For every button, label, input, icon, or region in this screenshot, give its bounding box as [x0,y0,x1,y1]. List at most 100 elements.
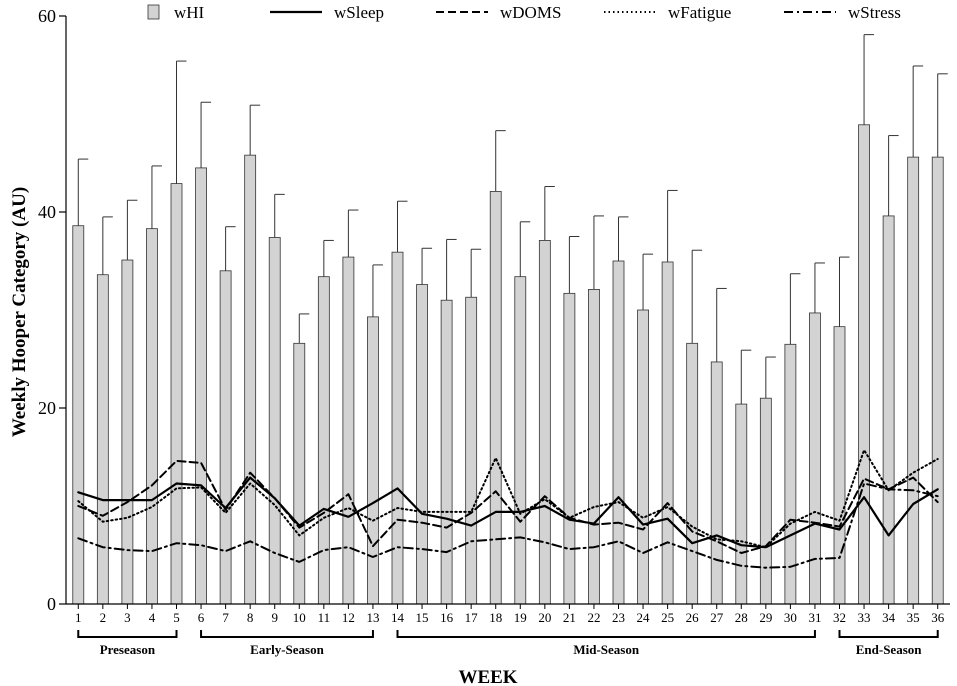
legend-label-wFatigue: wFatigue [668,3,731,22]
x-tick-label-35: 35 [907,610,920,625]
phase-bracket-Preseason [77,630,178,638]
bar-week-33 [858,124,870,605]
x-tick-label-24: 24 [637,610,651,625]
x-tick-label-33: 33 [858,610,871,625]
x-tick-label-3: 3 [124,610,131,625]
x-tick-label-29: 29 [759,610,772,625]
x-tick-label-32: 32 [833,610,846,625]
bar-week-12 [342,256,355,605]
x-axis-title: WEEK [458,667,517,686]
legend-label-wHI: wHI [174,3,205,22]
x-tick-label-21: 21 [563,610,576,625]
bar-week-35 [907,156,920,605]
x-tick-label-15: 15 [416,610,429,625]
x-tick-label-23: 23 [612,610,625,625]
y-tick-label-40: 40 [38,202,56,222]
phase-label-End-Season: End-Season [856,642,923,657]
x-tick-label-26: 26 [686,610,700,625]
bar-week-6 [195,167,207,605]
legend-label-wStress: wStress [848,3,901,22]
x-tick-label-25: 25 [661,610,674,625]
y-tick-label-60: 60 [38,6,56,26]
x-tick-label-11: 11 [318,610,331,625]
bar-week-24 [637,309,649,605]
x-tick-label-13: 13 [366,610,379,625]
x-tick-label-7: 7 [222,610,229,625]
bar-week-9 [268,237,281,605]
bar-week-27 [710,361,723,605]
y-axis-title: Weekly Hooper Category (AU) [9,187,30,437]
bar-week-20 [538,240,551,605]
x-tick-label-36: 36 [931,610,945,625]
x-tick-label-8: 8 [247,610,254,625]
x-tick-label-16: 16 [440,610,454,625]
bar-week-21 [563,292,576,605]
lines-layer [77,449,939,569]
bar-week-1 [72,225,85,605]
bar-week-25 [661,261,674,605]
x-tick-label-20: 20 [538,610,551,625]
y-tick-label-20: 20 [38,398,56,418]
legend-swatch-wHI [147,4,160,20]
x-tick-label-22: 22 [587,610,600,625]
x-tick-label-31: 31 [808,610,821,625]
x-tick-label-9: 9 [271,610,278,625]
legend-label-wSleep: wSleep [334,3,384,22]
bar-week-13 [367,316,379,605]
phase-label-Preseason: Preseason [100,642,156,657]
x-tick-label-10: 10 [293,610,306,625]
bar-week-32 [833,326,846,605]
bar-week-8 [244,154,257,605]
bar-week-23 [612,260,625,605]
bar-week-4 [146,228,158,605]
bar-week-29 [759,397,772,605]
bar-week-36 [931,156,944,605]
bar-week-19 [514,276,527,605]
x-tick-label-1: 1 [75,610,82,625]
x-tick-label-6: 6 [198,610,205,625]
bar-week-5 [170,183,183,605]
bar-week-17 [465,296,478,605]
x-tick-label-19: 19 [514,610,527,625]
bar-week-16 [440,299,453,605]
series-line-wDOMS [77,459,939,554]
phase-bracket-Mid-Season [396,630,816,638]
legend-label-wDOMS: wDOMS [500,3,561,22]
y-tick-label-0: 0 [47,594,56,614]
x-tick-label-34: 34 [882,610,896,625]
x-tick-label-17: 17 [465,610,479,625]
x-tick-label-14: 14 [391,610,405,625]
bar-week-3 [121,259,134,605]
bar-week-26 [686,342,699,605]
series-line-wSleep [77,476,939,549]
x-tick-label-2: 2 [100,610,107,625]
legend: wHI wSleep wDOMS wFatigue wStress [147,3,901,22]
x-tick-label-18: 18 [489,610,502,625]
bar-week-11 [317,276,330,605]
bars-layer [72,34,948,605]
bar-week-34 [882,215,895,605]
series-line-wStress [77,482,939,569]
phase-label-Early-Season: Early-Season [250,642,324,657]
x-tick-label-5: 5 [173,610,180,625]
phase-bracket-Early-Season [200,630,374,638]
bar-week-14 [391,251,404,605]
phase-brackets: Preseason Early-Season Mid-Season End-Seaso… [77,630,939,657]
bar-week-10 [293,342,306,605]
phase-label-Mid-Season: Mid-Season [573,642,640,657]
bar-week-22 [588,289,600,605]
series-line-wFatigue [77,449,939,549]
phase-bracket-End-Season [838,630,939,638]
x-tick-label-27: 27 [710,610,724,625]
x-tick-label-30: 30 [784,610,797,625]
bar-week-7 [219,270,232,605]
x-tick-label-28: 28 [735,610,748,625]
bar-week-2 [96,274,109,605]
x-tick-label-4: 4 [149,610,156,625]
bar-week-15 [416,284,428,605]
bar-week-28 [735,403,748,605]
x-tick-label-12: 12 [342,610,355,625]
bar-week-18 [489,191,502,605]
